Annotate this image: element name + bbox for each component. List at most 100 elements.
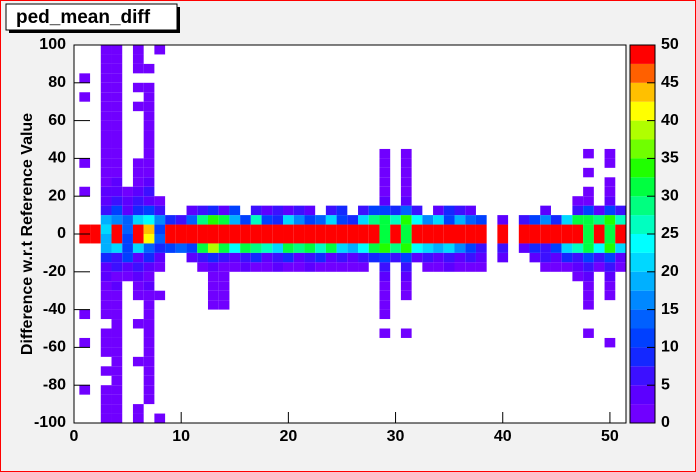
heat-cell — [143, 328, 155, 338]
heat-cell — [207, 290, 219, 301]
heat-cell — [261, 215, 273, 225]
heat-cell — [111, 328, 123, 338]
heat-cell — [422, 262, 434, 272]
heat-cell — [143, 385, 155, 395]
heat-cell — [583, 300, 594, 310]
heat-cell — [593, 262, 605, 272]
heat-cell — [454, 215, 466, 225]
palette-box — [630, 158, 655, 178]
heat-cell — [100, 328, 112, 338]
heat-cell — [400, 252, 412, 263]
heat-cell — [593, 234, 605, 244]
heat-cell — [550, 215, 562, 225]
heat-cell — [143, 196, 155, 206]
heat-cell — [207, 281, 219, 291]
heat-cell — [347, 252, 359, 263]
heat-cell — [358, 205, 369, 216]
heat-cell — [325, 205, 337, 216]
z-tick-label: 5 — [661, 376, 670, 393]
heat-cell — [465, 215, 476, 225]
heat-cell — [132, 290, 144, 301]
heat-cell — [143, 120, 155, 131]
heat-cell — [272, 215, 284, 225]
heat-cell — [358, 215, 369, 225]
heat-cell — [293, 205, 305, 216]
heat-cell — [100, 63, 112, 74]
heat-cell — [283, 252, 294, 263]
heat-cell — [529, 215, 541, 225]
heat-cell — [111, 337, 123, 348]
x-tick-label: 30 — [387, 428, 405, 445]
heat-cell — [111, 167, 123, 178]
heat-cell — [218, 224, 230, 234]
heat-cell — [100, 271, 112, 282]
heat-cell — [615, 215, 626, 225]
heat-cell — [261, 262, 273, 272]
heat-cell — [143, 186, 155, 197]
heat-cell — [518, 234, 530, 244]
heat-cell — [90, 234, 101, 244]
heat-cell — [122, 243, 133, 253]
heat-cell — [143, 300, 155, 310]
heat-cell — [79, 158, 91, 168]
heat-cell — [583, 328, 594, 338]
heat-cell — [583, 215, 594, 225]
heat-cell — [143, 290, 155, 301]
heat-cell — [154, 215, 166, 225]
heat-cell — [390, 215, 401, 225]
heat-cell — [111, 243, 123, 253]
heat-cell — [132, 196, 144, 206]
heat-cell — [79, 92, 91, 102]
heat-cell — [143, 243, 155, 253]
heat-cell — [132, 404, 144, 414]
heat-cell — [111, 196, 123, 206]
heat-cell — [422, 252, 434, 263]
y-tick-label: 0 — [57, 225, 66, 242]
heat-cell — [561, 243, 573, 253]
heat-cell — [540, 215, 551, 225]
heat-cell — [379, 252, 391, 263]
heat-cell — [143, 262, 155, 272]
heat-cell — [165, 234, 176, 244]
heat-cell — [443, 215, 455, 225]
heat-cell — [250, 205, 262, 216]
heat-cell — [358, 252, 369, 263]
heat-cell — [379, 196, 391, 206]
title-box — [5, 3, 178, 31]
heat-cell — [143, 82, 155, 93]
heat-cell — [207, 234, 219, 244]
heat-cell — [100, 196, 112, 206]
z-tick-label: 30 — [661, 187, 679, 204]
heat-cell — [400, 148, 412, 159]
heat-cell — [186, 252, 198, 263]
heat-cell — [229, 205, 241, 216]
heat-cell — [400, 196, 412, 206]
heat-cell — [272, 234, 284, 244]
heat-cell — [283, 234, 294, 244]
heat-cell — [132, 262, 144, 272]
heat-cell — [132, 224, 144, 234]
heat-cell — [593, 205, 605, 216]
z-tick-label: 45 — [661, 74, 679, 91]
heat-cell — [561, 252, 573, 263]
heat-cell — [122, 224, 133, 234]
heat-cell — [604, 262, 616, 272]
heat-cell — [283, 224, 294, 234]
heat-cell — [132, 54, 144, 64]
z-tick-label: 20 — [661, 263, 679, 280]
heat-cell — [422, 234, 434, 244]
heat-cell — [379, 215, 391, 225]
y-tick-label: -60 — [43, 339, 66, 356]
heat-cell — [454, 243, 466, 253]
heat-cell — [122, 252, 133, 263]
y-tick-label: 60 — [48, 112, 66, 129]
heat-cell — [132, 215, 144, 225]
palette-box — [630, 101, 655, 121]
heat-cell — [250, 252, 262, 263]
z-tick-label: 50 — [661, 36, 679, 53]
heat-cell — [186, 215, 198, 225]
heat-cell — [615, 243, 626, 253]
heat-cell — [347, 215, 359, 225]
palette-box — [630, 196, 655, 216]
heat-cell — [368, 252, 380, 263]
